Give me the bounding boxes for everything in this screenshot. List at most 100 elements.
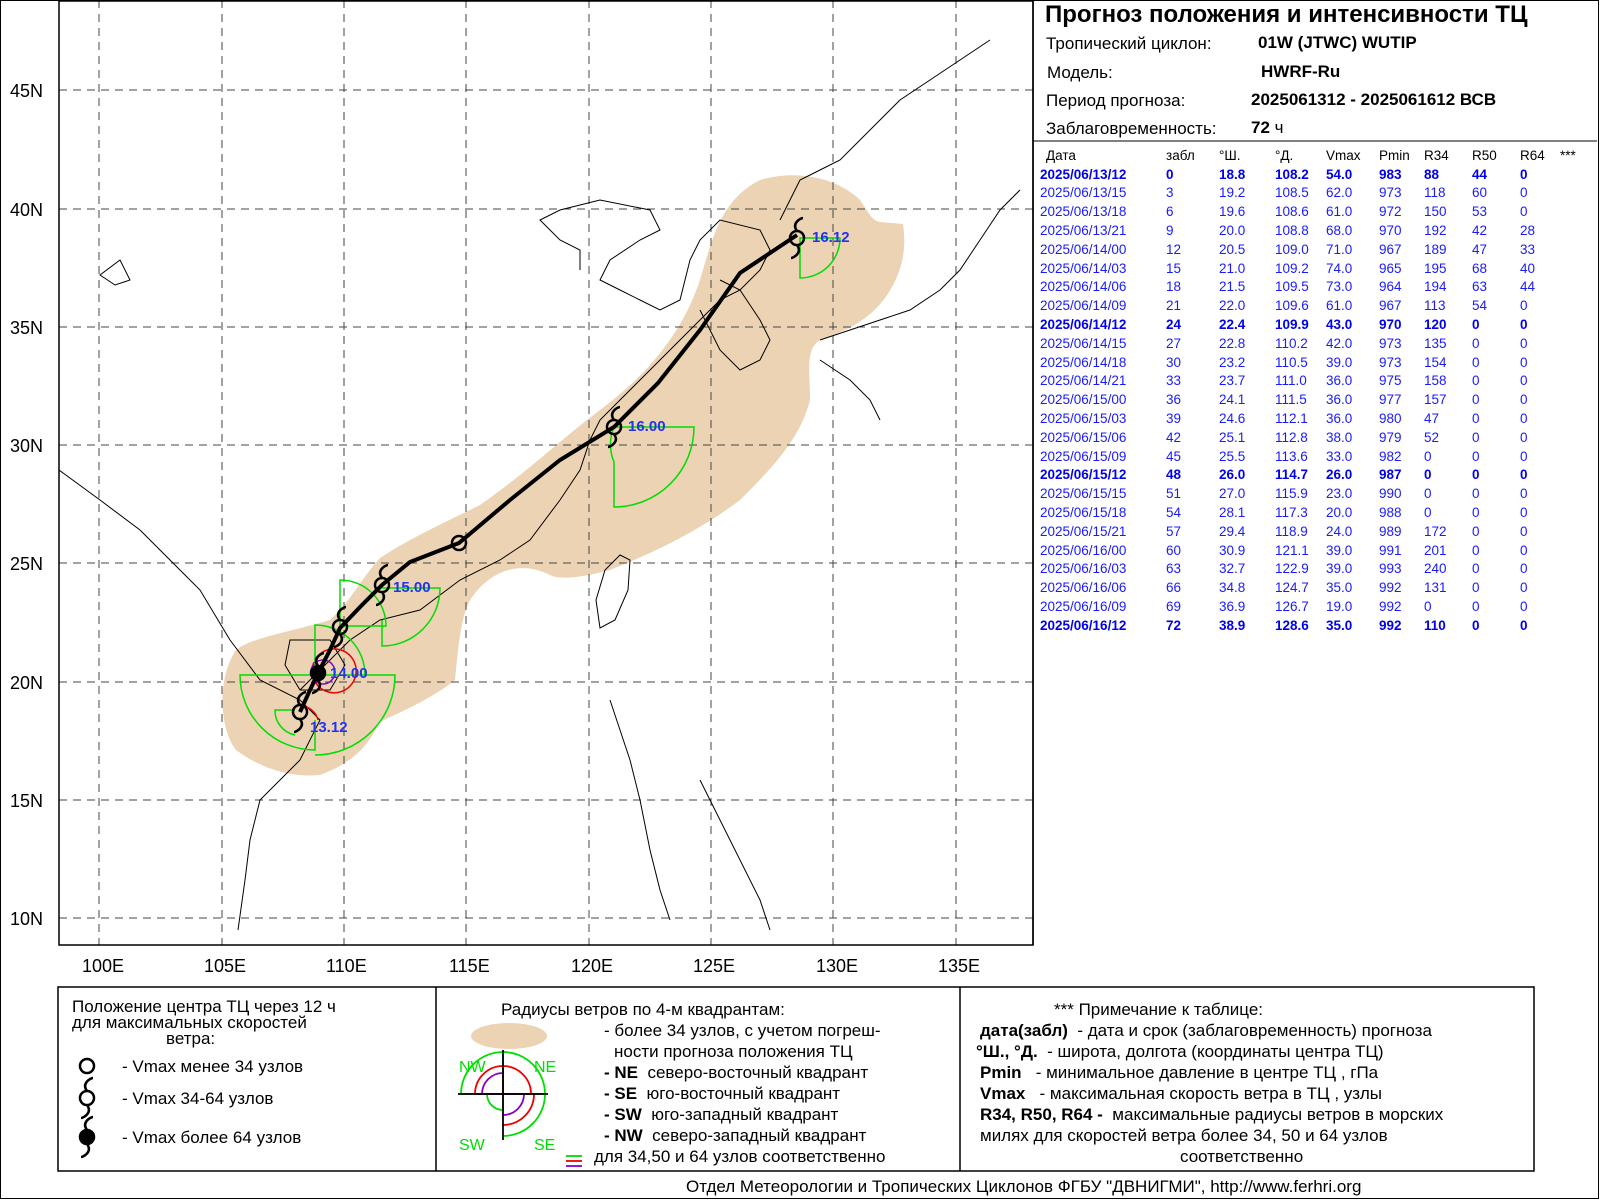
table-row: 2025/06/15/15 51 27.0 115.9 23.0 990 0 0 0 — [1040, 484, 1590, 503]
lon-label: 105E — [204, 956, 246, 976]
table-column-header: Vmax — [1326, 147, 1361, 163]
table-cell: 39.0 — [1326, 354, 1353, 370]
table-cell: 0 — [1472, 486, 1480, 502]
table-cell: 2025/06/14/21 — [1040, 373, 1127, 389]
table-cell: 0 — [1520, 392, 1528, 408]
lead-value: 72 ч — [1251, 118, 1284, 137]
table-cell: 120 — [1424, 317, 1447, 333]
table-cell: 21.5 — [1219, 279, 1246, 295]
table-cell: 18.8 — [1219, 166, 1246, 182]
table-row: 2025/06/16/12 72 38.9 128.6 35.0 992 110 0 0 — [1040, 616, 1590, 635]
table-row: 2025/06/13/21 9 20.0 108.8 68.0 970 192 42 28 — [1040, 221, 1590, 240]
table-cell: 990 — [1379, 486, 1402, 502]
model-value: HWRF-Ru — [1261, 62, 1341, 81]
lead-label: Заблаговременность: — [1046, 119, 1217, 138]
legend3-row: R34, R50, R64 - максимальные радиусы вет… — [980, 1105, 1444, 1124]
table-cell: 970 — [1379, 223, 1402, 239]
table-cell: 991 — [1379, 542, 1402, 558]
table-cell: 973 — [1379, 185, 1402, 201]
table-cell: 0 — [1472, 448, 1480, 464]
table-cell: 25.5 — [1219, 448, 1246, 464]
table-cell: 109.0 — [1275, 241, 1309, 257]
quadrant-sw-label: SW — [459, 1137, 486, 1154]
table-cell: 0 — [1424, 486, 1432, 502]
table-cell: 61.0 — [1326, 298, 1353, 314]
table-cell: 2025/06/15/21 — [1040, 523, 1127, 539]
table-cell: 30.9 — [1219, 542, 1246, 558]
grid — [59, 1, 1033, 945]
table-cell: 0 — [1520, 298, 1528, 314]
table-cell: 20.0 — [1326, 505, 1353, 521]
table-cell: 36.0 — [1326, 392, 1353, 408]
table-cell: 115.9 — [1275, 486, 1308, 502]
quadrant-nw-label: NW — [459, 1059, 487, 1076]
table-cell: 2025/06/14/18 — [1040, 354, 1127, 370]
table-cell: 967 — [1379, 298, 1402, 314]
table-cell: 2025/06/14/03 — [1040, 260, 1127, 276]
table-cell: 63 — [1472, 279, 1488, 295]
table-cell: 51 — [1166, 486, 1182, 502]
table-cell: 0 — [1424, 448, 1432, 464]
table-cell: 24 — [1166, 317, 1182, 333]
table-column-header: R50 — [1472, 147, 1497, 163]
table-cell: 2025/06/16/03 — [1040, 561, 1127, 577]
table-cell: 35.0 — [1326, 580, 1353, 596]
table-cell: 2025/06/16/12 — [1040, 617, 1127, 633]
table-cell: 108.8 — [1275, 223, 1309, 239]
table-cell: 2025/06/14/09 — [1040, 298, 1127, 314]
legend2-se: - SE юго-восточный квадрант — [604, 1084, 841, 1103]
legend-frame — [57, 986, 1535, 1172]
table-cell: 0 — [1472, 599, 1480, 615]
lat-label: 40N — [10, 200, 43, 220]
lon-label: 135E — [938, 956, 980, 976]
table-cell: 22.0 — [1219, 298, 1246, 314]
period-label: Период прогноза: — [1046, 91, 1186, 110]
table-cell: 0 — [1520, 599, 1528, 615]
table-cell: 118 — [1424, 185, 1446, 201]
table-cell: 2025/06/15/00 — [1040, 392, 1127, 408]
table-cell: 0 — [1472, 617, 1480, 633]
legend2-line: - более 34 узлов, с учетом погреш- — [604, 1021, 881, 1040]
table-cell: 0 — [1520, 204, 1528, 220]
table-row: 2025/06/14/18 30 23.2 110.5 39.0 973 154 0 0 — [1040, 353, 1590, 372]
table-cell: 48 — [1166, 467, 1182, 483]
typhoon-symbol — [605, 405, 623, 449]
table-cell: 987 — [1379, 467, 1402, 483]
table-cell: 973 — [1379, 335, 1402, 351]
table-cell: 2025/06/15/06 — [1040, 429, 1127, 445]
track-label: 15.00 — [393, 579, 431, 596]
lon-label: 100E — [82, 956, 124, 976]
weak-circle-icon — [78, 1057, 96, 1075]
table-cell: 74.0 — [1326, 260, 1353, 276]
table-row: 2025/06/13/15 3 19.2 108.5 62.0 973 118 60 0 — [1040, 184, 1590, 203]
table-row: 2025/06/14/00 12 20.5 109.0 71.0 967 189 47 33 — [1040, 240, 1590, 259]
table-cell: 38.9 — [1219, 617, 1246, 633]
table-cell: 192 — [1424, 223, 1447, 239]
table-cell: 0 — [1520, 429, 1528, 445]
axis-labels: 45N 40N 35N 30N 25N 20N 15N 10N 100E 105… — [10, 81, 980, 976]
legend3-row: дата(забл) - дата и срок (заблаговременн… — [980, 1021, 1432, 1040]
table-cell: 158 — [1424, 373, 1447, 389]
table-cell: 2025/06/14/12 — [1040, 317, 1127, 333]
legend2-last: для 34,50 и 64 узлов соответственно — [594, 1147, 886, 1166]
model-label: Модель: — [1047, 63, 1113, 82]
table-row: 2025/06/14/06 18 21.5 109.5 73.0 964 194 63 44 — [1040, 278, 1590, 297]
table-cell: 195 — [1424, 260, 1447, 276]
table-row: 2025/06/16/03 63 32.7 122.9 39.0 993 240 0 0 — [1040, 560, 1590, 579]
table-cell: 0 — [1472, 429, 1480, 445]
table-cell: 0 — [1520, 448, 1528, 464]
lon-label: 120E — [571, 956, 613, 976]
table-cell: 0 — [1520, 185, 1528, 201]
table-cell: 26.0 — [1219, 467, 1246, 483]
table-cell: 71.0 — [1326, 241, 1353, 257]
legend1-item: - Vmax менее 34 узлов — [122, 1057, 304, 1076]
legend3-row: соответственно — [1180, 1147, 1304, 1166]
legend1-item: - Vmax более 64 узлов — [122, 1128, 302, 1147]
table-cell: 34.8 — [1219, 580, 1246, 596]
table-cell: 15 — [1166, 260, 1182, 276]
lat-label: 30N — [10, 436, 43, 456]
table-row: 2025/06/14/12 24 22.4 109.9 43.0 970 120 0 0 — [1040, 315, 1590, 334]
table-cell: 36 — [1166, 392, 1182, 408]
table-cell: 19.0 — [1326, 599, 1353, 615]
table-cell: 109.6 — [1275, 298, 1309, 314]
